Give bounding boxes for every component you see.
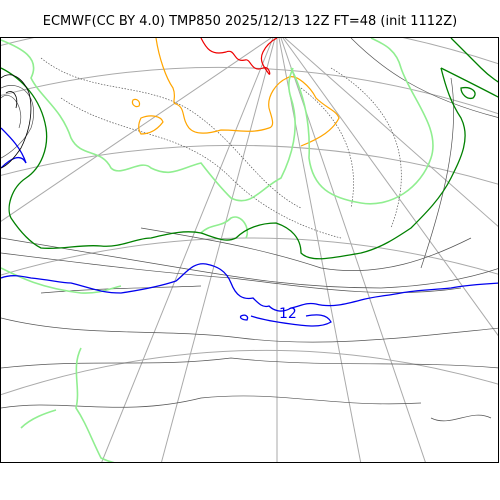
latitude-line — [1, 144, 498, 185]
contour-12 — [1, 263, 498, 312]
contour-minus-18 — [138, 115, 164, 135]
weather-map: 12 — [0, 37, 499, 463]
pressure-contour — [1, 95, 21, 129]
pressure-contour — [330, 67, 402, 229]
latitude-line — [1, 38, 498, 65]
contour-minus-18 — [155, 38, 340, 147]
contour-0 — [450, 38, 498, 83]
coastline — [1, 74, 32, 169]
coastline — [1, 74, 32, 169]
contour-12 — [250, 314, 332, 327]
contour-minus-6 — [200, 216, 249, 239]
contour-12 — [1, 156, 27, 169]
contour-minus-6 — [20, 409, 57, 429]
pressure-contours — [1, 38, 498, 422]
pressure-contour — [1, 317, 498, 343]
graticule — [1, 38, 498, 462]
pressure-contour — [40, 285, 202, 294]
longitude-line — [161, 38, 276, 462]
pressure-contour — [420, 77, 454, 269]
pressure-contour — [1, 357, 498, 369]
longitude-line — [282, 38, 498, 337]
pressure-contour — [1, 237, 498, 289]
chart-title: ECMWF(CC BY 4.0) TMP850 2025/12/13 12Z F… — [42, 14, 458, 29]
pressure-contour — [350, 38, 498, 118]
latitude-line — [1, 66, 498, 115]
contour-0 — [460, 86, 476, 100]
contour-minus-6 — [290, 38, 434, 205]
longitude-line — [101, 38, 274, 462]
pressure-contour — [300, 87, 354, 209]
pressure-contour — [1, 252, 462, 293]
contour-label-12: 12 — [279, 306, 297, 322]
contour-minus-18 — [131, 98, 141, 108]
contour-12 — [1, 127, 27, 164]
contour-minus-6 — [1, 39, 296, 202]
pressure-contour — [1, 395, 422, 409]
contour-minus-6 — [75, 347, 115, 462]
pressure-contour — [140, 227, 472, 271]
coastline — [5, 91, 18, 109]
longitude-line — [1, 38, 272, 222]
longitude-line — [278, 38, 362, 462]
pressure-contour — [430, 414, 492, 422]
latitude-line — [1, 237, 498, 276]
pressure-contour — [60, 97, 342, 239]
map-canvas: 12 — [1, 38, 498, 462]
pressure-contour — [40, 57, 302, 209]
contour-minus-24 — [200, 38, 278, 75]
latitude-line — [1, 349, 498, 396]
contour-minus-6 — [1, 38, 434, 462]
contour-0 — [1, 67, 466, 260]
contour-0 — [1, 38, 498, 260]
contour-0 — [440, 67, 498, 98]
contour-12 — [239, 314, 249, 321]
pressure-contour — [1, 85, 34, 159]
